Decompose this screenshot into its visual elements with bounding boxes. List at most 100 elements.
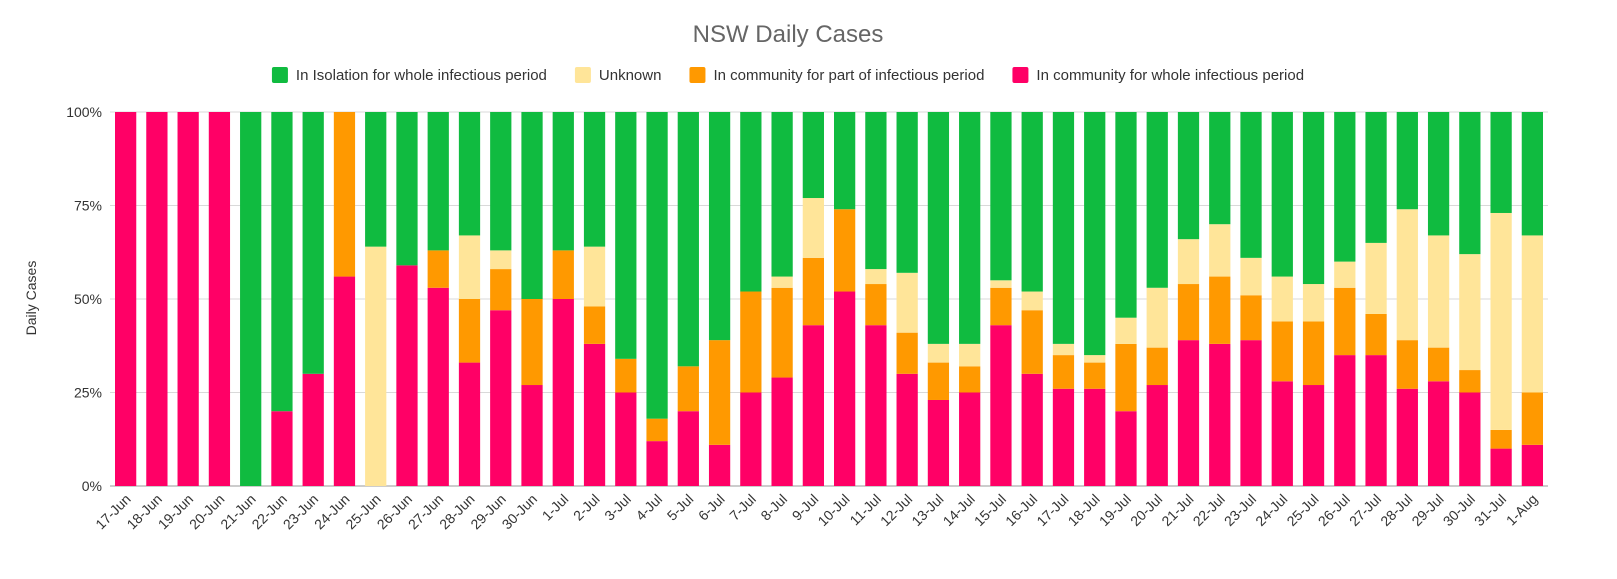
bar-segment: [677, 112, 699, 367]
x-axis: 17-Jun18-Jun19-Jun20-Jun21-Jun22-Jun23-J…: [92, 491, 1540, 533]
bar-stack: [1209, 112, 1231, 486]
bar-segment: [1396, 112, 1418, 210]
bar-stack: [1177, 112, 1200, 486]
bar-segment: [802, 325, 824, 486]
bar-stack: [959, 112, 981, 486]
x-tick-label: 27-Jul: [1346, 491, 1384, 529]
bar-segment: [458, 112, 481, 236]
x-tick-label: 17-Jul: [1033, 491, 1071, 529]
bar-segment: [990, 280, 1012, 288]
bar-segment: [615, 112, 637, 359]
bar-segment: [1177, 284, 1200, 341]
bar-segment: [490, 310, 512, 486]
bar-segment: [1302, 284, 1325, 322]
bar-segment: [1396, 388, 1418, 486]
bar-segment: [1521, 235, 1543, 393]
bar-stack: [865, 112, 887, 486]
legend-item[interactable]: In community for part of infectious peri…: [689, 67, 984, 84]
bar-segment: [1427, 347, 1450, 382]
bar-stack: [1365, 112, 1387, 486]
bar-segment: [1459, 112, 1481, 255]
bar-segment: [365, 112, 387, 247]
bar-segment: [115, 112, 137, 486]
x-tick-label: 4-Jul: [632, 491, 665, 524]
bar-segment: [521, 299, 543, 386]
x-tick-label: 1-Jul: [539, 491, 572, 524]
bar-segment: [927, 112, 950, 344]
bar-segment: [521, 112, 543, 299]
x-tick-label: 19-Jul: [1096, 491, 1134, 529]
bar-segment: [1177, 340, 1200, 486]
bar-segment: [1490, 448, 1512, 486]
bar-stack: [521, 112, 543, 486]
x-tick-label: 29-Jul: [1408, 491, 1446, 529]
bar-segment: [1271, 321, 1293, 382]
bar-segment: [1209, 343, 1231, 486]
bar-segment: [1084, 388, 1106, 486]
bar-segment: [1240, 295, 1262, 341]
legend-swatch: [271, 67, 288, 83]
bar-stack: [708, 112, 731, 486]
bar-segment: [1052, 388, 1075, 486]
x-tick-label: 30-Jul: [1440, 491, 1478, 529]
bar-stack: [552, 112, 574, 486]
bar-segment: [834, 291, 856, 486]
legend: In Isolation for whole infectious period…: [271, 67, 1304, 84]
bar-segment: [583, 246, 606, 307]
bar-segment: [677, 411, 699, 486]
bar-segment: [1271, 381, 1293, 486]
bar-stack: [1302, 112, 1325, 486]
bars: [115, 112, 1543, 486]
bar-segment: [1365, 313, 1387, 356]
legend-swatch: [574, 67, 591, 83]
bar-segment: [1396, 209, 1418, 341]
bar-segment: [990, 287, 1012, 326]
bar-segment: [458, 235, 481, 299]
bar-segment: [740, 112, 762, 292]
bar-stack: [740, 112, 762, 486]
bar-segment: [1459, 254, 1481, 371]
legend-item[interactable]: Unknown: [574, 67, 662, 84]
legend-item[interactable]: In community for whole infectious period: [1012, 67, 1304, 84]
bar-segment: [271, 112, 293, 412]
y-axis-label: Daily Cases: [23, 261, 39, 336]
bar-segment: [583, 306, 606, 344]
bar-stack: [365, 112, 387, 486]
legend-label: In community for part of infectious peri…: [713, 67, 984, 84]
bar-segment: [1021, 373, 1043, 486]
bar-segment: [1052, 355, 1075, 389]
bar-segment: [802, 112, 824, 199]
bar-segment: [1365, 112, 1387, 243]
bar-segment: [552, 112, 574, 251]
bar-segment: [1084, 362, 1106, 389]
bar-segment: [771, 287, 793, 378]
bar-segment: [1490, 212, 1512, 430]
bar-segment: [1177, 112, 1200, 240]
x-tick-label: 16-Jul: [1002, 491, 1040, 529]
bar-stack: [1271, 112, 1293, 486]
bar-segment: [927, 362, 950, 400]
bar-segment: [1240, 340, 1262, 486]
bar-segment: [1427, 112, 1450, 236]
bar-segment: [1146, 385, 1168, 486]
y-tick-label: 75%: [74, 198, 102, 214]
bar-segment: [615, 392, 637, 486]
bar-stack: [583, 112, 606, 486]
bar-stack: [458, 112, 481, 486]
bar-segment: [271, 411, 293, 486]
legend-swatch: [1012, 67, 1029, 83]
bar-segment: [302, 112, 324, 374]
bar-segment: [1459, 392, 1481, 486]
bar-segment: [1240, 257, 1262, 296]
bar-stack: [1021, 112, 1043, 486]
bar-segment: [927, 399, 950, 486]
bar-segment: [1427, 381, 1450, 486]
x-tick-label: 21-Jul: [1158, 491, 1196, 529]
bar-segment: [802, 198, 824, 258]
legend-label: Unknown: [599, 67, 662, 84]
bar-segment: [1209, 224, 1231, 277]
bar-stack: [427, 112, 449, 486]
bar-segment: [1209, 276, 1231, 344]
legend-item[interactable]: In Isolation for whole infectious period: [271, 67, 547, 84]
